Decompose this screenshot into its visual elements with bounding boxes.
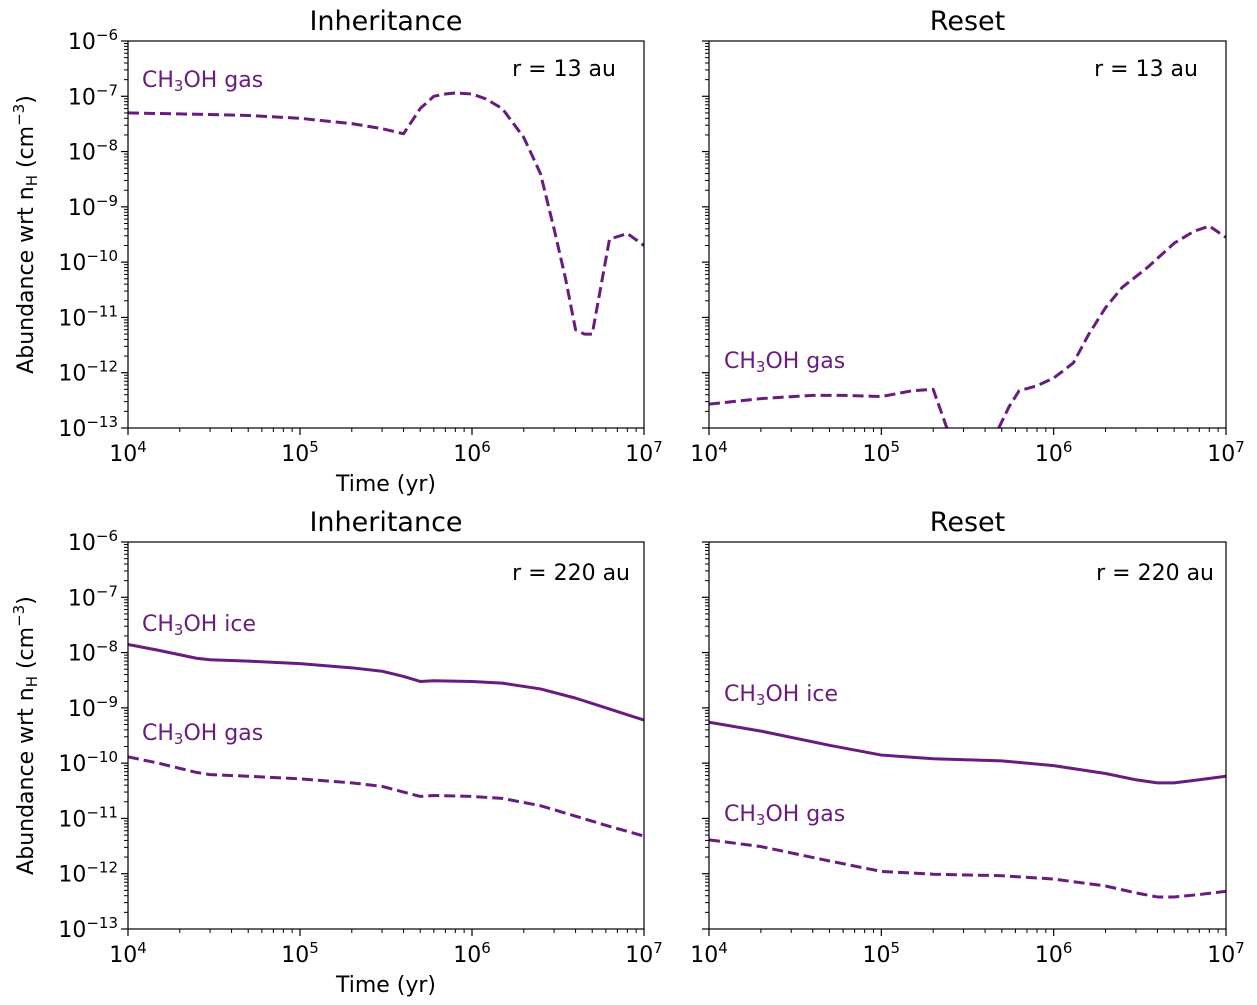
series-line-ch3oh-gas: [709, 838, 1226, 899]
y-tick-label: 10−7: [68, 582, 118, 611]
x-axis-title: Time (yr): [335, 973, 436, 998]
y-axis-title: Abundance wrt nH (cm−3): [10, 596, 41, 875]
series-label: CH3OH ice: [142, 612, 256, 639]
x-tick-label: 106: [453, 939, 491, 968]
panel-title: Reset: [930, 6, 1005, 37]
panel-2: CH3OH gas 104 105 106 107 Reset r = 13 au: [690, 6, 1245, 467]
panel-1: CH3OH gas 104 105 106 107 10−6 10−7 10−8 10−9 10−…: [10, 6, 663, 497]
series-line-ch3oh-ice: [709, 720, 1226, 785]
axes-frame: [127, 541, 645, 930]
y-tick-label: 10−6: [68, 26, 118, 55]
x-tick-label: 107: [625, 939, 663, 968]
x-tick-label: 104: [109, 438, 147, 467]
panel-4: CH3OH ice CH3OH gas 104 105 106 107 Reset r = 2…: [690, 507, 1245, 968]
y-tick-label: 10−7: [68, 81, 118, 110]
x-tick-label: 107: [625, 438, 663, 467]
x-tick-label: 105: [863, 939, 901, 968]
x-tick-label: 106: [453, 438, 491, 467]
y-tick-label: 10−13: [58, 413, 118, 442]
x-axis-title: Time (yr): [335, 472, 436, 497]
y-tick-label: 10−10: [58, 748, 118, 777]
y-tick-label: 10−9: [68, 693, 118, 722]
axes-frame: [708, 541, 1227, 930]
series-label: CH3OH gas: [724, 802, 845, 829]
series-label: CH3OH gas: [142, 68, 263, 95]
y-tick-label: 10−8: [68, 638, 118, 667]
x-tick-label: 107: [1207, 939, 1245, 968]
x-tick-label: 105: [863, 438, 901, 467]
series-line-ch3oh-gas: [128, 755, 644, 838]
y-tick-label: 10−9: [68, 192, 118, 221]
y-tick-label: 10−8: [68, 137, 118, 166]
panel-title: Inheritance: [309, 6, 462, 37]
y-tick-label: 10−11: [58, 803, 118, 832]
x-tick-label: 104: [690, 438, 728, 467]
x-tick-label: 105: [281, 939, 319, 968]
series-label: CH3OH gas: [142, 721, 263, 748]
x-tick-label: 104: [109, 939, 147, 968]
y-tick-label: 10−12: [58, 859, 118, 888]
radius-annotation: r = 13 au: [512, 57, 616, 82]
x-tick-label: 107: [1207, 438, 1245, 467]
series-label: CH3OH gas: [724, 349, 845, 376]
panel-title: Reset: [930, 507, 1005, 538]
panel-title: Inheritance: [309, 507, 462, 538]
y-tick-label: 10−10: [58, 247, 118, 276]
axes-frame: [127, 40, 645, 429]
x-tick-label: 106: [1035, 438, 1073, 467]
radius-annotation: r = 220 au: [1096, 561, 1214, 586]
y-tick-label: 10−12: [58, 358, 118, 387]
y-axis-title: Abundance wrt nH (cm−3): [10, 95, 41, 374]
panel-3: CH3OH ice CH3OH gas 104 105 106 107 10−6 10−7 10…: [10, 507, 663, 998]
radius-annotation: r = 13 au: [1094, 57, 1198, 82]
series-line-ch3oh-gas: [128, 91, 644, 336]
radius-annotation: r = 220 au: [512, 561, 630, 586]
y-tick-label: 10−13: [58, 914, 118, 943]
x-tick-label: 104: [690, 939, 728, 968]
series-line-ch3oh-ice: [128, 643, 644, 722]
x-tick-label: 106: [1035, 939, 1073, 968]
y-tick-label: 10−6: [68, 527, 118, 556]
series-line-ch3oh-gas: [997, 224, 1226, 428]
x-tick-label: 105: [281, 438, 319, 467]
y-tick-label: 10−11: [58, 302, 118, 331]
series-line-ch3oh-gas: [709, 387, 949, 428]
axes-frame: [708, 40, 1227, 429]
series-label: CH3OH ice: [724, 682, 838, 709]
